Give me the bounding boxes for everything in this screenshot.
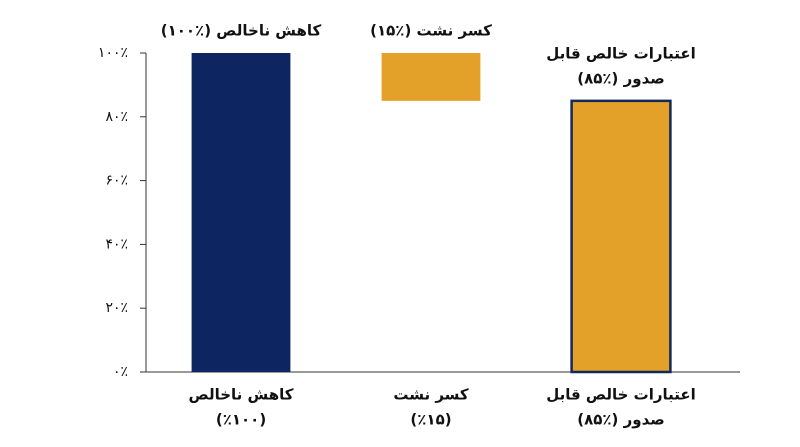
- data-label: صدور (٪۸۵): [577, 69, 665, 87]
- y-tick-label: ۸۰٪: [105, 109, 128, 125]
- x-tick-label: کسر نشت: [393, 386, 469, 404]
- y-tick-label: ۱۰۰٪: [98, 45, 128, 61]
- bar: [381, 53, 481, 101]
- bar: [570, 99, 672, 374]
- y-tick-label: ۶۰٪: [105, 173, 128, 189]
- y-tick-label: ۰٪: [113, 364, 128, 380]
- data-label: کاهش ناخالص (٪۱۰۰): [161, 22, 322, 40]
- bar: [191, 53, 291, 372]
- data-label: کسر نشت (٪۱۵): [370, 22, 492, 40]
- x-tick-label: صدور (٪۸۵): [577, 411, 665, 429]
- x-tick-label: اعتبارات خالص قابل: [546, 386, 696, 404]
- x-tick-label: کاهش ناخالص: [189, 386, 294, 404]
- y-tick-label: ۲۰٪: [105, 300, 128, 316]
- data-label: اعتبارات خالص قابل: [546, 44, 696, 62]
- y-tick-label: ۴۰٪: [105, 236, 128, 252]
- x-tick-label: (٪۱۰۰): [216, 411, 266, 429]
- x-tick-label: (٪۱۵): [410, 411, 451, 429]
